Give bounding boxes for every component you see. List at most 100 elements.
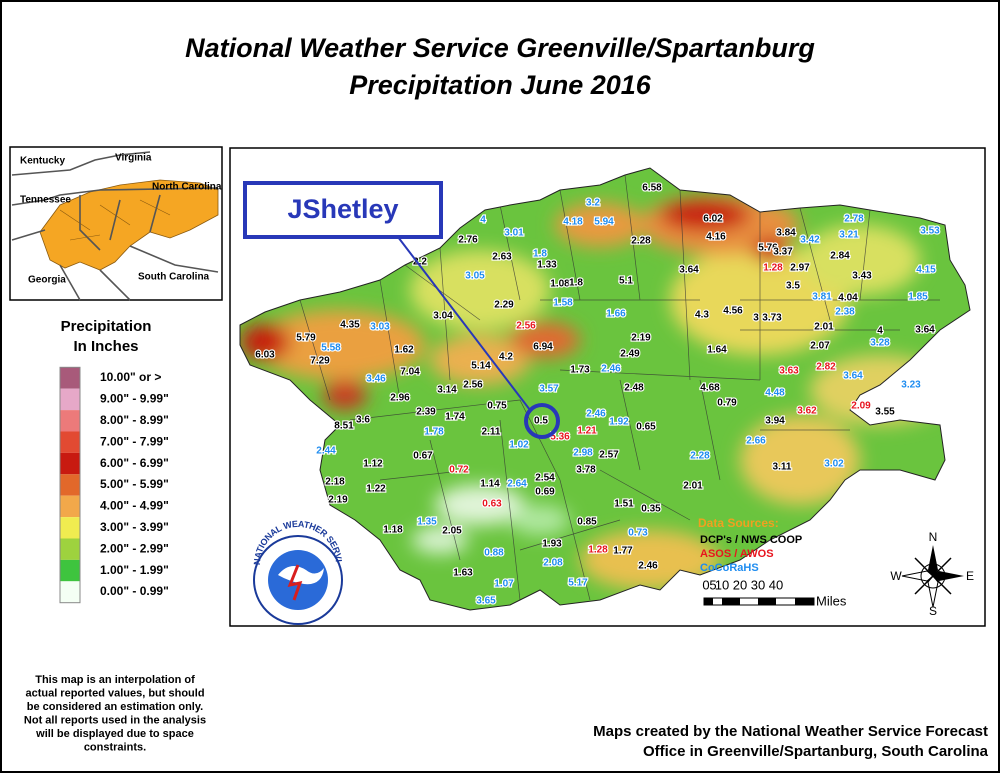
legend-label: 3.00" - 3.99" (100, 520, 169, 534)
station-value: 6.02 (703, 214, 723, 225)
scale-label: 40 (769, 577, 783, 592)
station-value: 3.78 (576, 465, 596, 476)
station-value: 3.63 (779, 366, 799, 377)
station-value: 0.88 (484, 548, 504, 559)
credit: Maps created by the National Weather Ser… (593, 723, 989, 760)
legend-label: 2.00" - 2.99" (100, 541, 169, 555)
legend-label: 8.00" - 8.99" (100, 413, 169, 427)
legend-swatch (60, 452, 80, 475)
station-value: 6.58 (642, 183, 662, 194)
compass-label: S (929, 604, 937, 618)
station-value: 5.36 (550, 432, 570, 443)
disclaimer-line: This map is an interpolation of (35, 674, 195, 686)
station-value: 0.5 (534, 416, 548, 427)
station-value: 4.18 (563, 217, 583, 228)
station-value: 0.63 (482, 499, 502, 510)
station-value: 3.04 (433, 311, 453, 322)
station-value: 4.04 (838, 293, 858, 304)
station-value: 1.28 (588, 545, 608, 556)
station-value: 0.72 (449, 465, 469, 476)
station-value: 2.66 (746, 436, 766, 447)
station-value: 3.43 (852, 271, 872, 282)
inset-label: Virginia (115, 153, 152, 164)
station-value: 3.5 (786, 281, 800, 292)
station-value: 2.09 (851, 401, 871, 412)
station-value: 3.28 (870, 338, 890, 349)
legend-swatch (60, 388, 80, 411)
station-value: 3.23 (901, 380, 921, 391)
station-value: 3 (753, 313, 759, 324)
station-value: 3.64 (843, 371, 863, 382)
station-value: 3.94 (765, 416, 785, 427)
station-value: 6.03 (255, 350, 275, 361)
station-value: 2.2 (413, 257, 427, 268)
legend-label: 1.00" - 1.99" (100, 563, 169, 577)
station-value: 5.1 (619, 276, 633, 287)
station-value: 4.3 (695, 310, 709, 321)
station-value: 2.98 (573, 448, 593, 459)
station-value: 1.58 (553, 298, 573, 309)
station-value: 2.78 (844, 214, 864, 225)
annotation-arrow (397, 236, 531, 411)
station-value: 2.97 (790, 263, 810, 274)
station-value: 1.73 (570, 365, 590, 376)
legend-swatch (60, 581, 80, 603)
station-value: 4 (877, 326, 883, 337)
station-value: 3.37 (773, 247, 793, 258)
legend-label: 6.00" - 6.99" (100, 456, 169, 470)
station-value: 1.8 (533, 249, 547, 260)
station-value: 1.64 (707, 345, 727, 356)
station-value: 0.65 (636, 422, 656, 433)
station-value: 0.85 (577, 517, 597, 528)
station-value: 3.53 (920, 226, 940, 237)
station-value: 2.84 (830, 251, 850, 262)
station-value: 0.79 (717, 398, 737, 409)
station-value: 1.93 (542, 539, 562, 550)
station-value: 7.29 (310, 356, 330, 367)
disclaimer-line: constraints. (84, 741, 146, 753)
station-value: 2.28 (631, 236, 651, 247)
station-value: 2.19 (328, 495, 348, 506)
station-value: 3.62 (797, 406, 817, 417)
scale-unit: Miles (816, 593, 847, 608)
legend-border (59, 366, 81, 604)
station-value: 5.94 (594, 217, 614, 228)
legend-label: 10.00" or > (100, 370, 161, 384)
source-label: ASOS / AWOS (700, 548, 774, 560)
legend-swatch (60, 410, 80, 432)
scale-label: 10 (715, 577, 729, 592)
scale-label: 0 (702, 577, 709, 592)
station-value: 4.68 (700, 383, 720, 394)
compass-label: W (890, 569, 902, 583)
station-value: 3.6 (356, 415, 370, 426)
title: National Weather Service Greenville/Spar… (185, 33, 815, 63)
station-value: 3.05 (465, 271, 485, 282)
station-value: 1.33 (537, 260, 557, 271)
station-value: 5.76 (758, 243, 778, 254)
station-value: 3.46 (366, 374, 386, 385)
station-value: 2.28 (690, 451, 710, 462)
credit-line: Maps created by the National Weather Ser… (593, 723, 988, 740)
legend-title: Precipitation (61, 318, 152, 335)
station-value: 2.54 (535, 473, 555, 484)
compass-labels: N E S W (890, 530, 974, 618)
station-value: 4.2 (499, 352, 513, 363)
legend-label: 4.00" - 4.99" (100, 499, 169, 513)
station-value: 1.28 (763, 263, 783, 274)
station-value: 1.66 (606, 309, 626, 320)
station-value: 3.01 (504, 228, 524, 239)
inset-label: South Carolina (138, 272, 210, 283)
station-value: 0.35 (641, 504, 661, 515)
scale-bar: 0 510 20 30 40 Miles (702, 577, 846, 608)
legend-label: 0.00" - 0.99" (100, 584, 169, 598)
station-value: 1.78 (424, 427, 444, 438)
disclaimer-line: be considered an estimation only. (27, 701, 203, 713)
station-value: 5.79 (296, 333, 316, 344)
source-label: DCP's / NWS COOP (700, 534, 802, 546)
station-value: 2.39 (416, 407, 436, 418)
station-value: 0.67 (413, 451, 433, 462)
disclaimer-line: will be displayed due to space (35, 728, 194, 740)
annotation-circle (524, 403, 560, 439)
station-value: 2.29 (494, 300, 514, 311)
station-value: 3.02 (824, 459, 844, 470)
